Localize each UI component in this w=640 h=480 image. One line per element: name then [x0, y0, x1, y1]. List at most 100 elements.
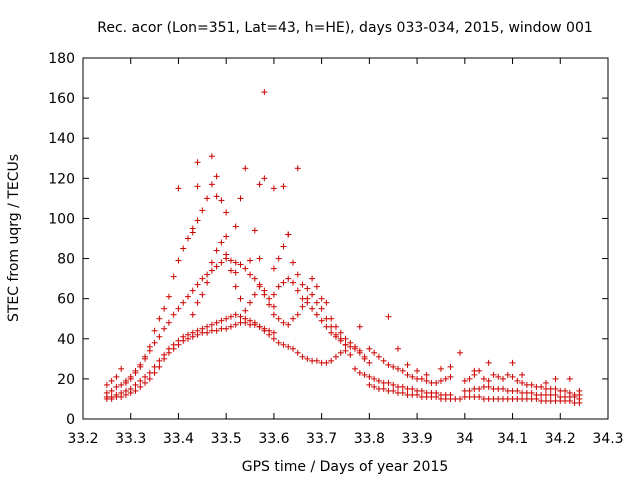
data-point [242, 307, 249, 314]
data-point [256, 255, 263, 262]
data-point [509, 359, 516, 366]
data-point [337, 329, 344, 336]
data-point [528, 389, 535, 396]
data-point [247, 299, 254, 306]
data-point [399, 367, 406, 374]
data-point [151, 327, 158, 334]
data-point [500, 375, 506, 382]
data-point [366, 359, 373, 366]
data-point [304, 355, 311, 362]
data-point [266, 327, 273, 334]
data-point [180, 245, 187, 252]
data-point [161, 305, 168, 312]
data-point [227, 323, 234, 330]
data-point [366, 373, 373, 380]
data-point [223, 233, 230, 240]
data-point [204, 271, 211, 278]
data-point [251, 321, 258, 328]
data-point [180, 337, 187, 344]
data-point [318, 317, 325, 324]
data-point [290, 315, 296, 322]
data-point [208, 153, 215, 160]
data-point [328, 329, 335, 336]
data-point [514, 377, 521, 384]
data-point [371, 349, 378, 356]
data-point [395, 345, 401, 352]
data-point [122, 391, 129, 398]
data-point [208, 267, 215, 274]
data-point [165, 319, 172, 326]
data-point [390, 363, 397, 370]
data-point [485, 359, 492, 366]
data-point [476, 393, 483, 400]
data-point [113, 373, 120, 380]
data-point [175, 305, 182, 312]
data-point [270, 303, 277, 310]
data-point [332, 323, 339, 330]
data-point [361, 371, 368, 378]
data-point [232, 223, 239, 230]
data-point [142, 379, 149, 386]
data-point [223, 315, 230, 322]
data-point [304, 285, 311, 292]
data-point [161, 325, 168, 332]
data-point [418, 375, 425, 382]
data-point [313, 357, 320, 364]
data-point [280, 243, 287, 250]
data-point [151, 369, 158, 376]
data-point [213, 247, 220, 254]
data-point [433, 393, 440, 400]
data-point [280, 319, 287, 326]
data-point [423, 377, 430, 384]
data-point [562, 387, 569, 394]
data-point [132, 381, 139, 388]
data-point [294, 349, 301, 356]
data-point [270, 185, 277, 192]
data-point [409, 385, 416, 392]
data-point [242, 319, 249, 326]
data-point [347, 339, 354, 346]
data-point [218, 239, 225, 246]
data-point [146, 375, 153, 382]
data-point [485, 377, 492, 384]
data-point [313, 311, 320, 318]
x-tick-label: 33.7 [306, 431, 337, 447]
data-point [528, 381, 535, 388]
data-point [318, 295, 325, 302]
data-point [232, 311, 239, 318]
data-point [390, 387, 397, 394]
data-point [170, 311, 177, 318]
data-point [132, 367, 139, 374]
data-point [232, 283, 239, 290]
data-point [371, 383, 378, 390]
data-point [337, 349, 344, 356]
data-point [299, 303, 306, 310]
data-point [352, 365, 359, 372]
y-tick-label: 180 [48, 51, 75, 67]
x-tick-label: 33.8 [354, 431, 385, 447]
data-point [285, 275, 292, 282]
data-point [309, 305, 316, 312]
data-point [275, 255, 282, 262]
data-point [113, 383, 120, 390]
data-point [342, 347, 349, 354]
data-point [542, 379, 549, 386]
data-point [204, 195, 211, 202]
x-tick-label: 34.1 [497, 431, 528, 447]
data-point [156, 315, 163, 322]
data-point [323, 323, 330, 330]
data-point [332, 333, 339, 340]
data-point [552, 391, 559, 398]
data-point [270, 265, 277, 272]
data-point [471, 367, 478, 374]
data-point [371, 375, 378, 382]
data-point [208, 259, 215, 266]
data-point [313, 299, 320, 306]
data-point [280, 341, 287, 348]
data-point [208, 181, 215, 188]
data-point [576, 387, 583, 394]
x-tick-label: 33.4 [163, 431, 194, 447]
data-point [227, 313, 234, 320]
data-point [270, 329, 277, 336]
